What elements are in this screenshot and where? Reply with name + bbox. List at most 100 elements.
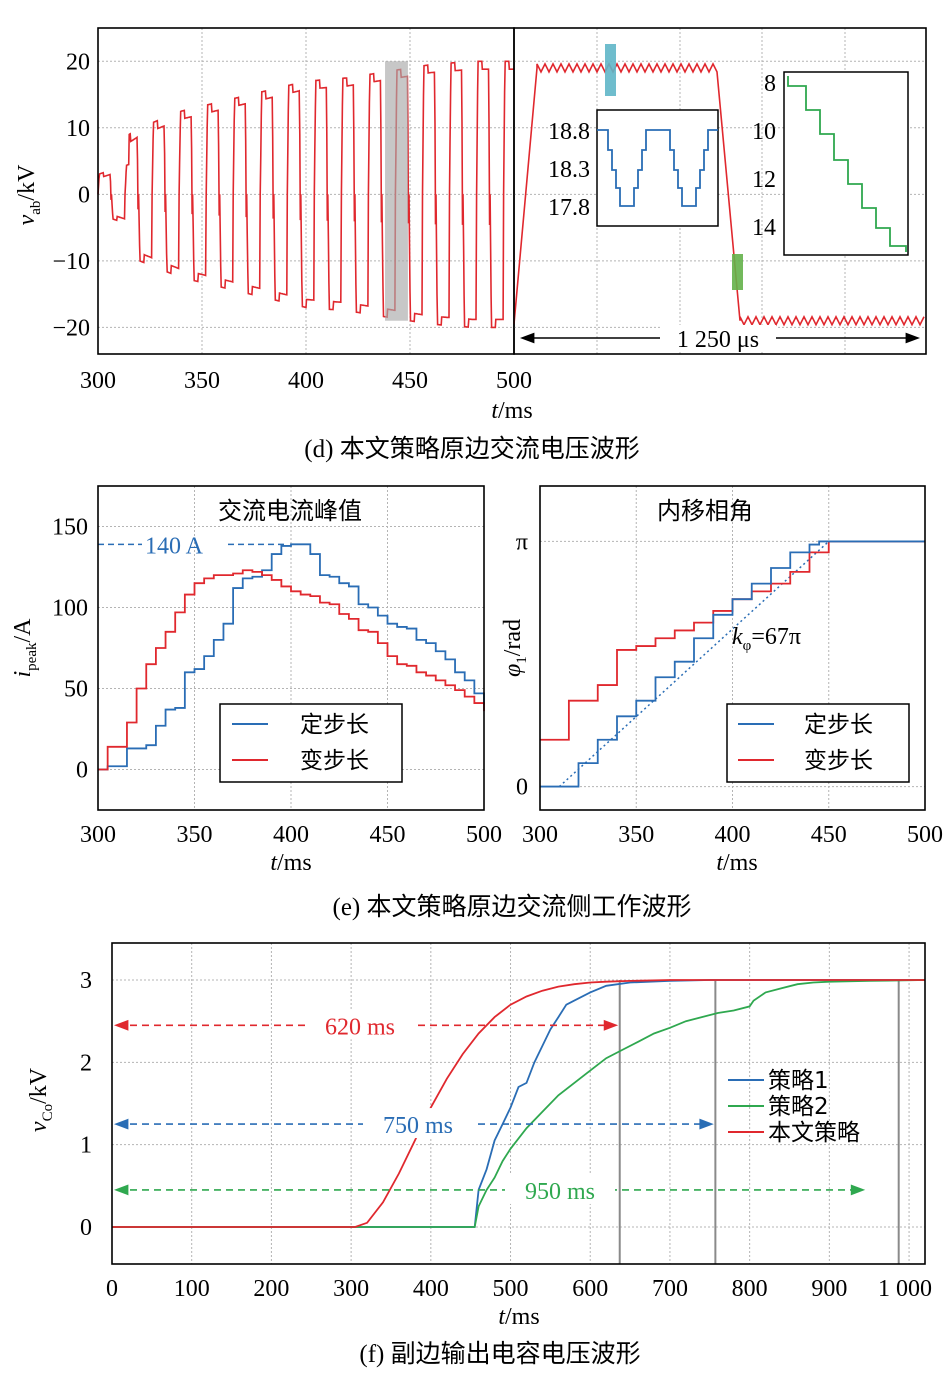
x-tick-label: 200 bbox=[253, 1276, 289, 1302]
series-line-variable-step bbox=[540, 540, 925, 741]
x-tick-label: 300 bbox=[333, 1276, 369, 1302]
y-tick-label: 150 bbox=[52, 515, 88, 541]
x-tick-label: 450 bbox=[392, 368, 428, 394]
x-tick-label: 350 bbox=[177, 822, 213, 848]
inset2-tick-label: 12 bbox=[752, 167, 776, 193]
y-tick-label: 10 bbox=[66, 116, 90, 142]
plot-title-e-right: 内移相角 bbox=[657, 497, 753, 525]
duration-arrow-left bbox=[114, 1184, 129, 1196]
y-tick-label: 0 bbox=[516, 775, 528, 801]
legend-label: 策略1 bbox=[768, 1068, 829, 1094]
xlabel-symbol: t bbox=[498, 1304, 506, 1330]
xlabel-unit: /ms bbox=[723, 850, 758, 876]
ylabel-symbol: v bbox=[14, 214, 40, 225]
duration-label: 950 ms bbox=[525, 1179, 595, 1205]
y-axis-label-e-right: φ1/rad bbox=[500, 619, 530, 677]
legend-box-e-left bbox=[219, 703, 403, 783]
duration-arrow-right bbox=[603, 1019, 619, 1031]
ylabel-unit: /kV bbox=[26, 1067, 52, 1104]
xlabel-symbol: t bbox=[270, 850, 278, 876]
x-tick-label: 900 bbox=[811, 1276, 847, 1302]
y-tick-label: 0 bbox=[80, 1215, 92, 1241]
plot-frame-e-left bbox=[97, 485, 485, 811]
inset2-tick-label: 8 bbox=[764, 71, 776, 97]
xlabel-symbol: t bbox=[491, 398, 499, 424]
caption-f: (f) 副边输出电容电压波形 bbox=[359, 1340, 640, 1368]
ylabel-symbol: v bbox=[26, 1121, 52, 1132]
duration-label-bg bbox=[660, 325, 776, 351]
inset1-series-line bbox=[597, 129, 718, 207]
x-axis-label-d: t/ms bbox=[491, 398, 532, 424]
series-line-vab bbox=[97, 60, 514, 329]
inset1-tick-label: 17.8 bbox=[548, 195, 590, 221]
y-tick-label: 20 bbox=[66, 49, 90, 75]
series-line-strategy-2 bbox=[112, 979, 926, 1228]
y-tick-label: 0 bbox=[76, 758, 88, 784]
x-tick-label: 500 bbox=[496, 368, 532, 394]
duration-label-bg bbox=[505, 1173, 615, 1204]
x-tick-label: 800 bbox=[732, 1276, 768, 1302]
xlabel-unit: /ms bbox=[277, 850, 312, 876]
peak-annotation: 140 A bbox=[145, 533, 204, 559]
x-tick-label: 1 000 bbox=[878, 1276, 932, 1302]
zoom-marker-green bbox=[732, 254, 743, 290]
inset2-tick-label: 10 bbox=[752, 119, 776, 145]
x-tick-label: 350 bbox=[184, 368, 220, 394]
y-tick-label: 0 bbox=[78, 182, 90, 208]
inset1-tick-label: 18.8 bbox=[548, 119, 590, 145]
series-line-proposed bbox=[112, 979, 925, 1228]
inset2-series-line bbox=[787, 76, 907, 252]
zoom-marker-cyan bbox=[605, 44, 616, 96]
y-tick-label: 3 bbox=[80, 968, 92, 994]
ylabel-unit: /A bbox=[10, 618, 36, 643]
x-tick-label: 300 bbox=[80, 368, 116, 394]
series-line-variable-step bbox=[98, 569, 485, 771]
y-tick-label: 100 bbox=[52, 596, 88, 622]
duration-label: 1 250 μs bbox=[677, 327, 759, 353]
y-axis-label-e-left: ipeak/A bbox=[10, 618, 40, 678]
legend-label: 定步长 bbox=[300, 712, 369, 738]
legend-label: 变步长 bbox=[300, 748, 369, 774]
x-tick-label: 300 bbox=[522, 822, 558, 848]
caption-e: (e) 本文策略原边交流侧工作波形 bbox=[333, 893, 692, 921]
y-tick-label: 50 bbox=[64, 677, 88, 703]
x-tick-label: 400 bbox=[715, 822, 751, 848]
slope-annotation: kφ=67π bbox=[732, 624, 801, 654]
ylabel-unit: /kV bbox=[14, 164, 40, 201]
inset-frame-1 bbox=[596, 109, 719, 227]
x-tick-label: 300 bbox=[80, 822, 116, 848]
x-tick-label: 100 bbox=[174, 1276, 210, 1302]
ylabel-subscript: 1 bbox=[514, 656, 530, 664]
duration-arrow-left bbox=[114, 1019, 129, 1031]
panel-d-voltage-waveform: 300 350 400 450 500 20 10 0 −10 −20 vab/kV t/ms 1 25… bbox=[14, 27, 927, 463]
y-tick-label: π bbox=[516, 529, 528, 555]
x-tick-label: 400 bbox=[288, 368, 324, 394]
series-line-vab-zoom bbox=[513, 62, 925, 327]
slope-subscript: φ bbox=[743, 638, 752, 654]
x-tick-label: 450 bbox=[370, 822, 406, 848]
xlabel-unit: /ms bbox=[498, 398, 533, 424]
x-tick-label: 500 bbox=[493, 1276, 529, 1302]
x-tick-label: 600 bbox=[572, 1276, 608, 1302]
y-axis-label-f: vCo/kV bbox=[26, 1067, 56, 1132]
zoom-window-highlight bbox=[385, 61, 408, 321]
legend-label: 策略2 bbox=[768, 1094, 829, 1120]
trend-line-dotted bbox=[558, 540, 830, 788]
duration-arrow-left bbox=[114, 1118, 129, 1130]
ylabel-subscript: Co bbox=[40, 1104, 56, 1122]
x-tick-label: 350 bbox=[618, 822, 654, 848]
legend-label: 变步长 bbox=[804, 748, 873, 774]
plot-title-e-left: 交流电流峰值 bbox=[218, 497, 362, 525]
x-tick-label: 500 bbox=[907, 822, 943, 848]
duration-label-bg bbox=[363, 1108, 473, 1139]
legend-box-e-right bbox=[726, 703, 910, 783]
y-tick-label: 2 bbox=[80, 1050, 92, 1076]
y-tick-label: −20 bbox=[52, 315, 90, 341]
x-tick-label: 0 bbox=[106, 1276, 118, 1302]
duration-arrow-right bbox=[699, 1118, 714, 1130]
inset1-tick-label: 18.3 bbox=[548, 157, 590, 183]
y-tick-label: −10 bbox=[52, 249, 90, 275]
